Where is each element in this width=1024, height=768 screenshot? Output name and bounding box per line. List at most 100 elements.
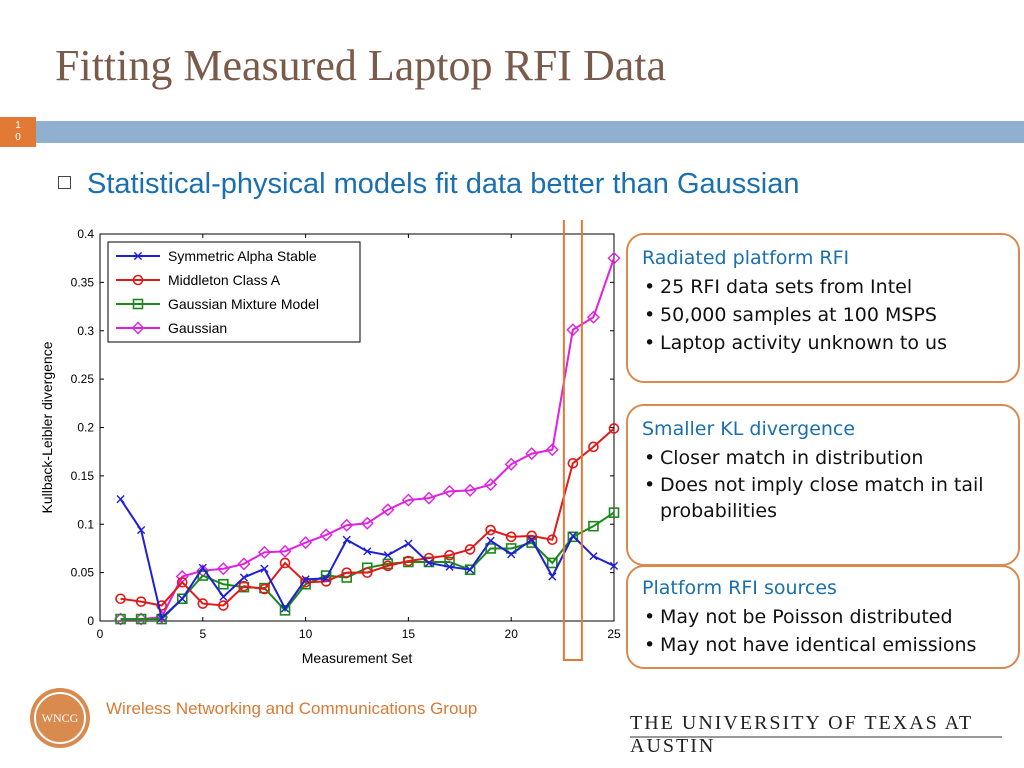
data-point-0-stroke bbox=[445, 562, 454, 571]
callout-list: 25 RFI data sets from Intel 50,000 sampl… bbox=[642, 273, 1004, 357]
data-point-1 bbox=[403, 555, 414, 567]
data-point-1 bbox=[300, 576, 311, 588]
data-point-1 bbox=[464, 544, 476, 555]
data-point-0-stroke bbox=[137, 525, 146, 535]
data-point-0-stroke bbox=[301, 575, 310, 584]
data-point-3 bbox=[134, 612, 148, 626]
slide-number: 1 0 bbox=[0, 117, 36, 147]
bullet-square-icon bbox=[58, 176, 71, 189]
data-point-1 bbox=[444, 549, 455, 561]
data-point-3 bbox=[525, 447, 539, 461]
data-point-0 bbox=[116, 495, 125, 504]
data-point-0 bbox=[178, 594, 187, 603]
data-point-1 bbox=[361, 567, 373, 578]
data-point-0 bbox=[260, 564, 269, 573]
data-point-1 bbox=[567, 457, 579, 469]
y-axis-label: Kullback-Leibler divergence bbox=[39, 341, 55, 513]
university-underline bbox=[630, 736, 1002, 738]
data-point-0-stroke bbox=[404, 539, 413, 548]
data-point-0-stroke bbox=[198, 563, 207, 572]
data-point-0 bbox=[239, 573, 249, 582]
callout-rfi-sources: Platform RFI sources May not be Poisson … bbox=[626, 565, 1020, 669]
data-point-1 bbox=[608, 423, 620, 434]
y-tick-label: 0.25 bbox=[71, 372, 95, 386]
data-point-3 bbox=[566, 323, 580, 337]
y-tick-label: 0.4 bbox=[77, 227, 94, 241]
legend-marker-3 bbox=[131, 321, 145, 335]
y-tick-label: 0 bbox=[87, 614, 94, 628]
data-point-3 bbox=[216, 562, 230, 576]
callout-heading: Smaller KL divergence bbox=[642, 418, 856, 440]
university-name: THE UNIVERSITY OF TEXAS AT AUSTIN bbox=[630, 712, 973, 757]
data-point-0-stroke bbox=[568, 531, 577, 540]
data-point-0 bbox=[424, 558, 434, 568]
data-point-0 bbox=[219, 592, 228, 601]
legend-box bbox=[107, 241, 361, 343]
data-point-0 bbox=[280, 604, 290, 613]
data-point-0-stroke bbox=[322, 574, 331, 583]
callout-list: May not be Poisson distributed May not h… bbox=[642, 603, 1004, 659]
data-point-1 bbox=[279, 557, 291, 569]
data-point-0-stroke bbox=[527, 535, 536, 544]
data-point-0 bbox=[322, 574, 331, 583]
data-point-0 bbox=[157, 614, 166, 623]
data-point-0-stroke bbox=[178, 594, 187, 603]
callout-heading: Platform RFI sources bbox=[642, 577, 837, 599]
data-point-0 bbox=[609, 561, 619, 570]
data-point-0 bbox=[486, 536, 495, 545]
data-point-0 bbox=[527, 535, 536, 544]
data-point-3 bbox=[443, 484, 457, 498]
y-tick-label: 0.15 bbox=[71, 469, 95, 483]
data-point-1 bbox=[197, 598, 209, 609]
legend-marker-1 bbox=[132, 274, 144, 286]
callout-item: May not have identical emissions bbox=[644, 631, 1004, 659]
callout-item: Does not imply close match in tail proba… bbox=[644, 472, 1004, 524]
data-point-3 bbox=[257, 545, 271, 559]
x-tick-label: 10 bbox=[299, 627, 313, 641]
data-point-0-stroke bbox=[116, 495, 125, 504]
data-point-2 bbox=[547, 557, 558, 569]
x-tick-label: 5 bbox=[199, 627, 206, 641]
data-point-0 bbox=[589, 552, 598, 561]
data-point-3 bbox=[463, 483, 477, 497]
wncg-logo-text: WNCG bbox=[34, 692, 86, 744]
data-point-0-stroke bbox=[589, 552, 598, 561]
data-point-0 bbox=[198, 563, 207, 572]
data-point-0-stroke bbox=[280, 604, 290, 613]
data-point-0-stroke bbox=[157, 614, 166, 623]
data-point-3 bbox=[607, 251, 621, 265]
data-point-3 bbox=[114, 612, 128, 626]
data-point-3 bbox=[237, 557, 251, 571]
wncg-logo: WNCG bbox=[30, 688, 90, 748]
data-point-1 bbox=[259, 583, 270, 595]
data-point-3 bbox=[381, 503, 395, 517]
data-point-2 bbox=[135, 613, 147, 625]
kl-divergence-chart: 0 5 10 15 20 25 0 0.05 0.1 0.15 0.2 0.25 0.3 0.35 0.4 M… bbox=[39, 220, 621, 666]
data-point-3 bbox=[278, 544, 292, 558]
legend-label-2: Gaussian Mixture Model bbox=[168, 296, 319, 312]
data-point-1 bbox=[115, 593, 126, 605]
callout-radiated-rfi: Radiated platform RFI 25 RFI data sets f… bbox=[626, 233, 1020, 383]
title-band bbox=[36, 121, 1024, 143]
data-point-0-stroke bbox=[260, 564, 269, 573]
slide-title: Fitting Measured Laptop RFI Data bbox=[55, 41, 667, 90]
data-point-0 bbox=[342, 535, 351, 544]
y-tick-label: 0.1 bbox=[77, 517, 94, 531]
data-point-0 bbox=[465, 565, 475, 574]
callout-item: May not be Poisson distributed bbox=[644, 603, 1004, 631]
data-point-1 bbox=[176, 576, 188, 588]
data-point-0-stroke bbox=[342, 535, 351, 544]
data-point-0-stroke bbox=[383, 551, 392, 560]
callout-item: Laptop activity unknown to us bbox=[644, 329, 1004, 357]
data-point-2 bbox=[608, 507, 620, 518]
x-tick-label: 15 bbox=[402, 627, 416, 641]
data-point-2 bbox=[588, 520, 599, 532]
data-point-3 bbox=[422, 491, 436, 505]
legend-marker-0 bbox=[133, 251, 143, 261]
data-point-3 bbox=[299, 536, 313, 550]
data-point-1 bbox=[218, 600, 229, 611]
data-point-1 bbox=[505, 531, 517, 543]
series-line-1 bbox=[120, 427, 615, 607]
data-point-0-stroke bbox=[239, 573, 249, 582]
data-point-3 bbox=[319, 528, 333, 542]
